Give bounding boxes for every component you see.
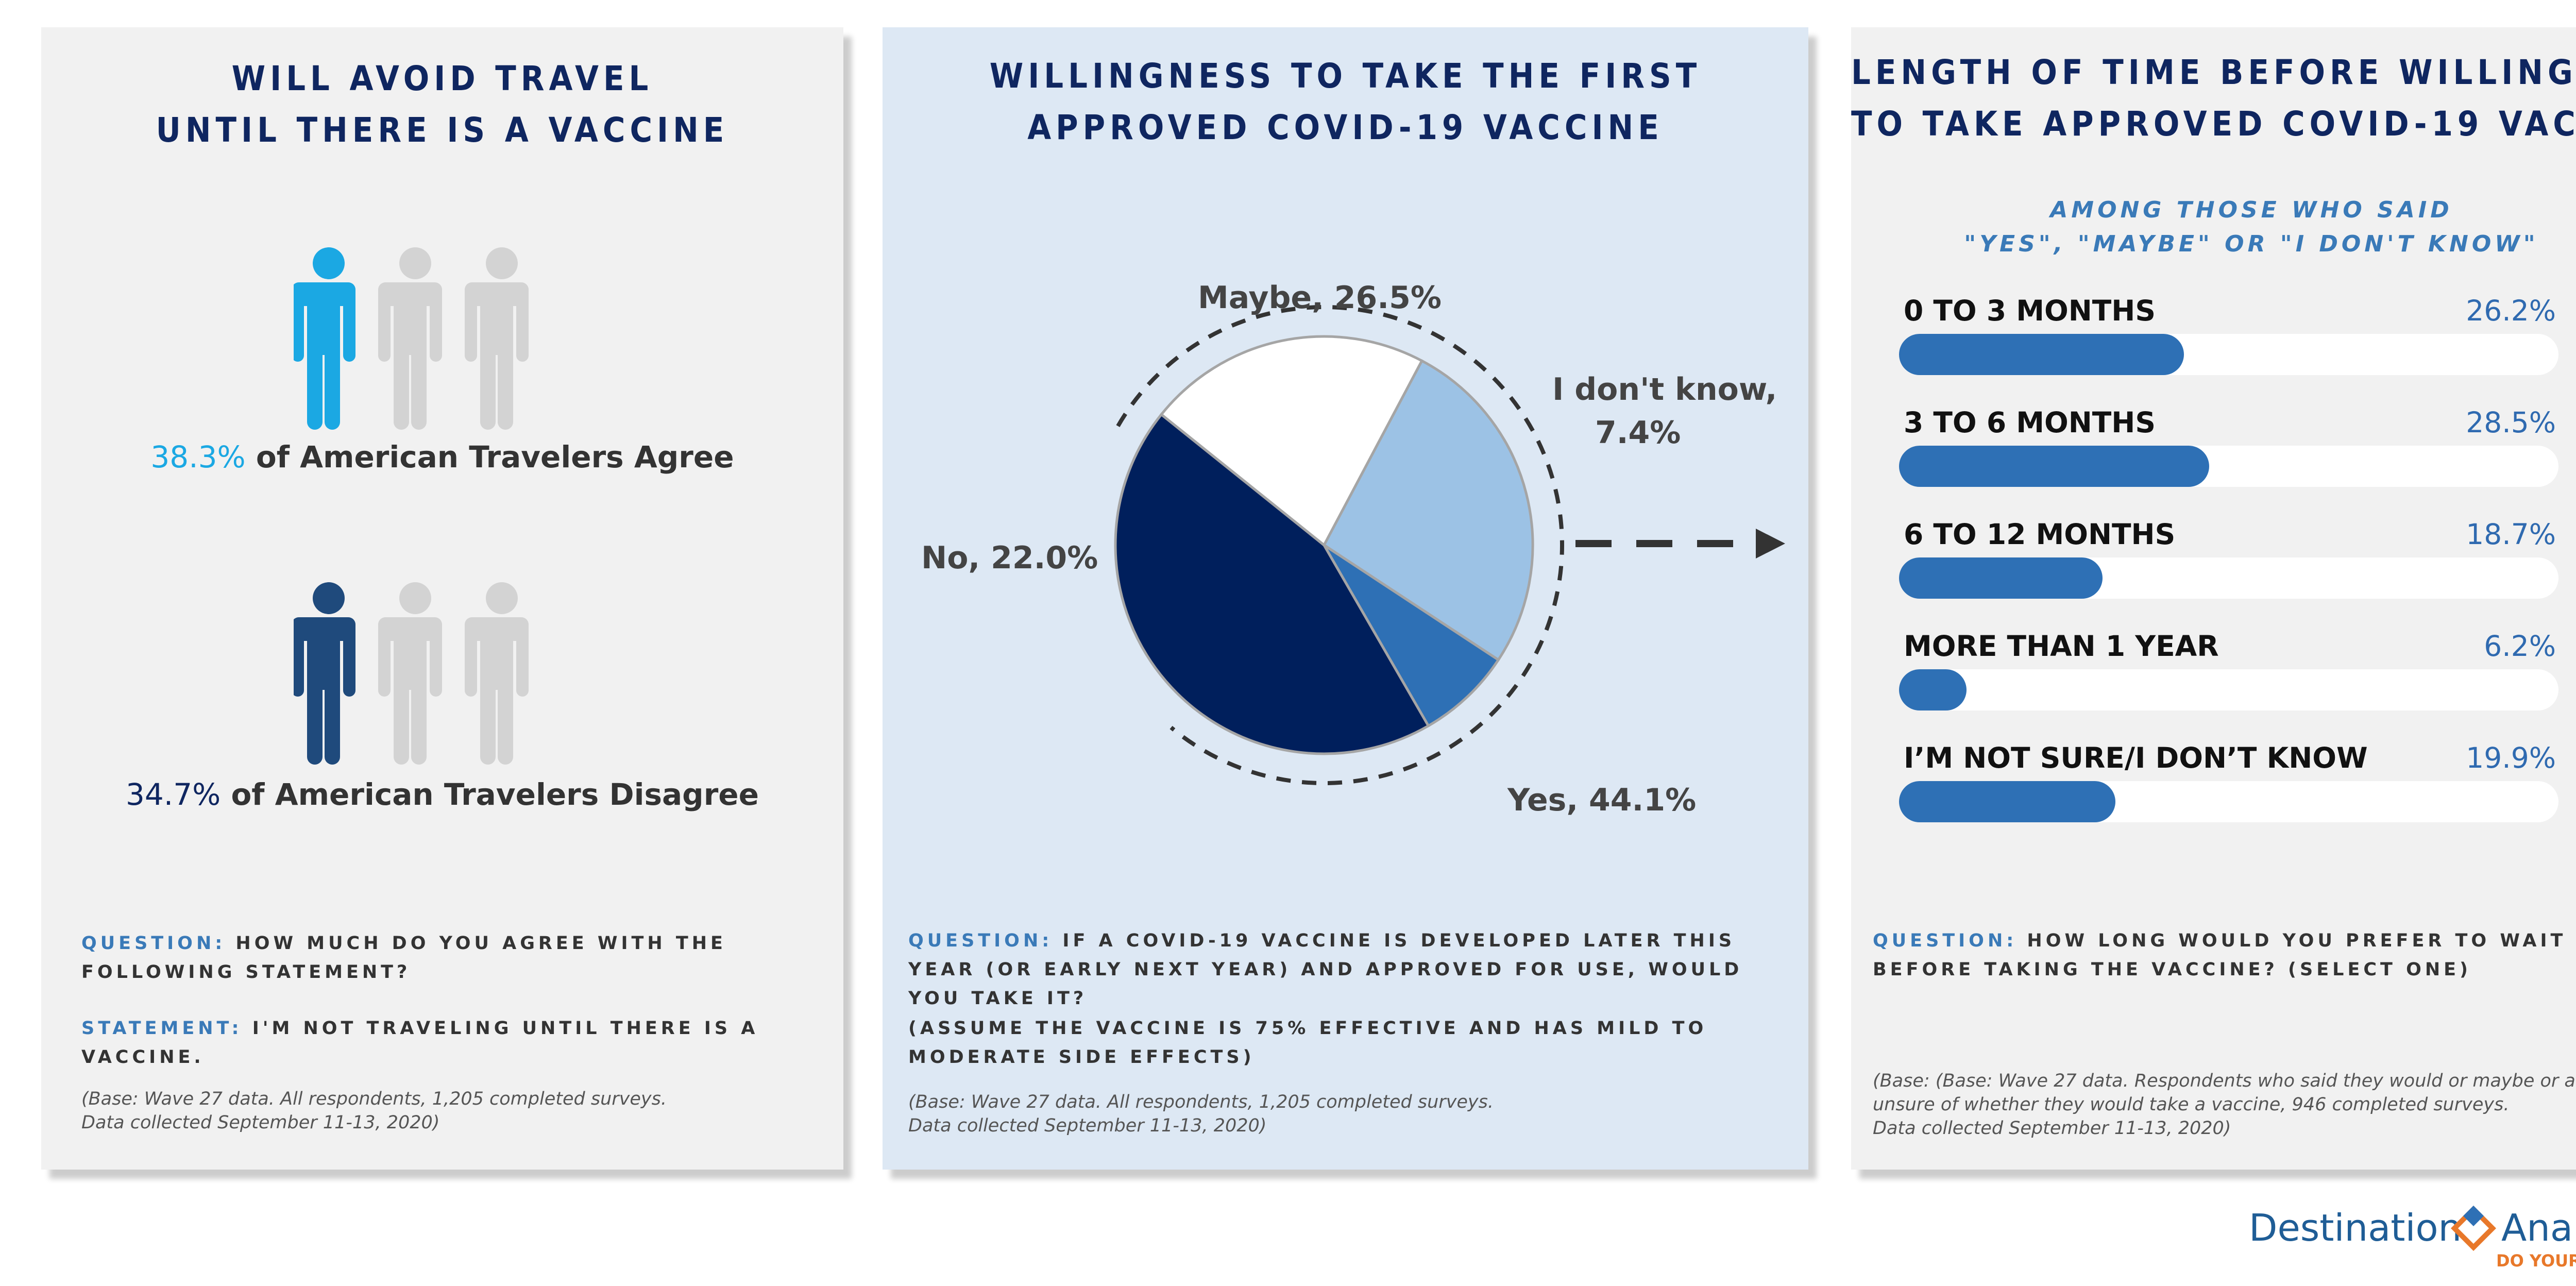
bar-fill: [1899, 669, 1967, 710]
bar-track: [1899, 781, 2558, 822]
panel-title: WILL AVOID TRAVEL UNTIL THERE IS A VACCI…: [156, 59, 729, 150]
destination-analysts-logo: Destination Analysts DO YOUR RESEARCH: [2249, 1206, 2576, 1271]
person-icon: [378, 247, 442, 430]
statement-text: STATEMENT: I'M NOT TRAVELING UNTIL THERE…: [81, 1018, 759, 1068]
panel-subtitle: AMONG THOSE WHO SAID "YES", "MAYBE" OR "…: [1964, 197, 2539, 257]
pie-slice-no: [1159, 335, 1424, 547]
bar-track: [1899, 446, 2558, 487]
bar-fill: [1899, 334, 2184, 375]
pie-slice-maybe: [1322, 359, 1534, 662]
panel-title: LENGTH OF TIME BEFORE WILLINGNESS TO TAK…: [1851, 53, 2576, 144]
bar-value-label: 18.7%: [2466, 518, 2556, 551]
agree-stat: 38.3% of American Travelers Agree: [150, 439, 734, 475]
panel-length-of-time: LENGTH OF TIME BEFORE WILLINGNESS TO TAK…: [1851, 27, 2576, 1170]
logo-name-part2: Analysts: [2501, 1206, 2576, 1249]
bar-category-label: MORE THAN 1 YEAR: [1904, 630, 2219, 663]
question-text: QUESTION: HOW LONG WOULD YOU PREFER TO W…: [1873, 930, 2567, 980]
panel-title: WILLINGNESS TO TAKE THE FIRST APPROVED C…: [989, 56, 1702, 147]
logo-name-part1: Destination: [2249, 1206, 2462, 1249]
logo-tagline: DO YOUR RESEARCH: [2496, 1251, 2576, 1271]
bar-category-label: I’M NOT SURE/I DON’T KNOW: [1904, 741, 2368, 774]
base-note: (Base: (Base: Wave 27 data. Respondents …: [1873, 1071, 2576, 1139]
pie-label-dontknow-a: I don't know,: [1552, 371, 1777, 408]
base-note: (Base: Wave 27 data. All respondents, 1,…: [908, 1092, 1494, 1136]
assumption-text: (ASSUME THE VACCINE IS 75% EFFECTIVE AND…: [908, 1018, 1707, 1068]
disagree-person-icons: [294, 582, 529, 765]
person-icon: [465, 582, 529, 765]
person-icon: [294, 247, 355, 430]
person-icon: [378, 582, 442, 765]
arrow-head-icon: [1756, 529, 1785, 559]
base-note: (Base: Wave 27 data. All respondents, 1,…: [81, 1089, 667, 1133]
panel-willingness: WILLINGNESS TO TAKE THE FIRST APPROVED C…: [883, 27, 1808, 1170]
bar-track: [1899, 334, 2558, 375]
pie-chart: [1114, 305, 1785, 785]
question-text: QUESTION: HOW MUCH DO YOU AGREE WITH THE…: [81, 933, 726, 983]
bar-category-label: 6 TO 12 MONTHS: [1904, 518, 2176, 551]
person-icon: [294, 582, 355, 765]
bar-category-label: 3 TO 6 MONTHS: [1904, 406, 2156, 439]
pie-slice-dontknow: [1323, 544, 1500, 728]
disagree-stat: 34.7% of American Travelers Disagree: [126, 777, 759, 812]
logo-diamond-icon: [2451, 1206, 2496, 1251]
question-text: QUESTION: IF A COVID-19 VACCINE IS DEVEL…: [908, 930, 1743, 1009]
pie-label-maybe: Maybe, 26.5%: [1198, 280, 1442, 316]
bar-fill: [1899, 557, 2103, 599]
bar-value-label: 28.5%: [2466, 406, 2556, 439]
pie-slice-yes: [1114, 412, 1430, 755]
bar-value-label: 19.9%: [2466, 741, 2556, 774]
panel-avoid-travel: WILL AVOID TRAVEL UNTIL THERE IS A VACCI…: [41, 27, 843, 1170]
bar-fill: [1899, 446, 2209, 487]
bar-fill: [1899, 781, 2116, 822]
pie-label-yes: Yes, 44.1%: [1507, 782, 1697, 818]
pie-label-no: No, 22.0%: [921, 540, 1098, 576]
dashed-ring: [1116, 305, 1564, 785]
agree-person-icons: [294, 247, 529, 430]
bar-track: [1899, 557, 2558, 599]
bar-value-label: 26.2%: [2466, 294, 2556, 327]
bar-value-label: 6.2%: [2484, 630, 2556, 663]
person-icon: [465, 247, 529, 430]
pie-label-dontknow-b: 7.4%: [1595, 415, 1681, 451]
bar-category-label: 0 TO 3 MONTHS: [1904, 294, 2156, 327]
bar-track: [1899, 669, 2558, 710]
